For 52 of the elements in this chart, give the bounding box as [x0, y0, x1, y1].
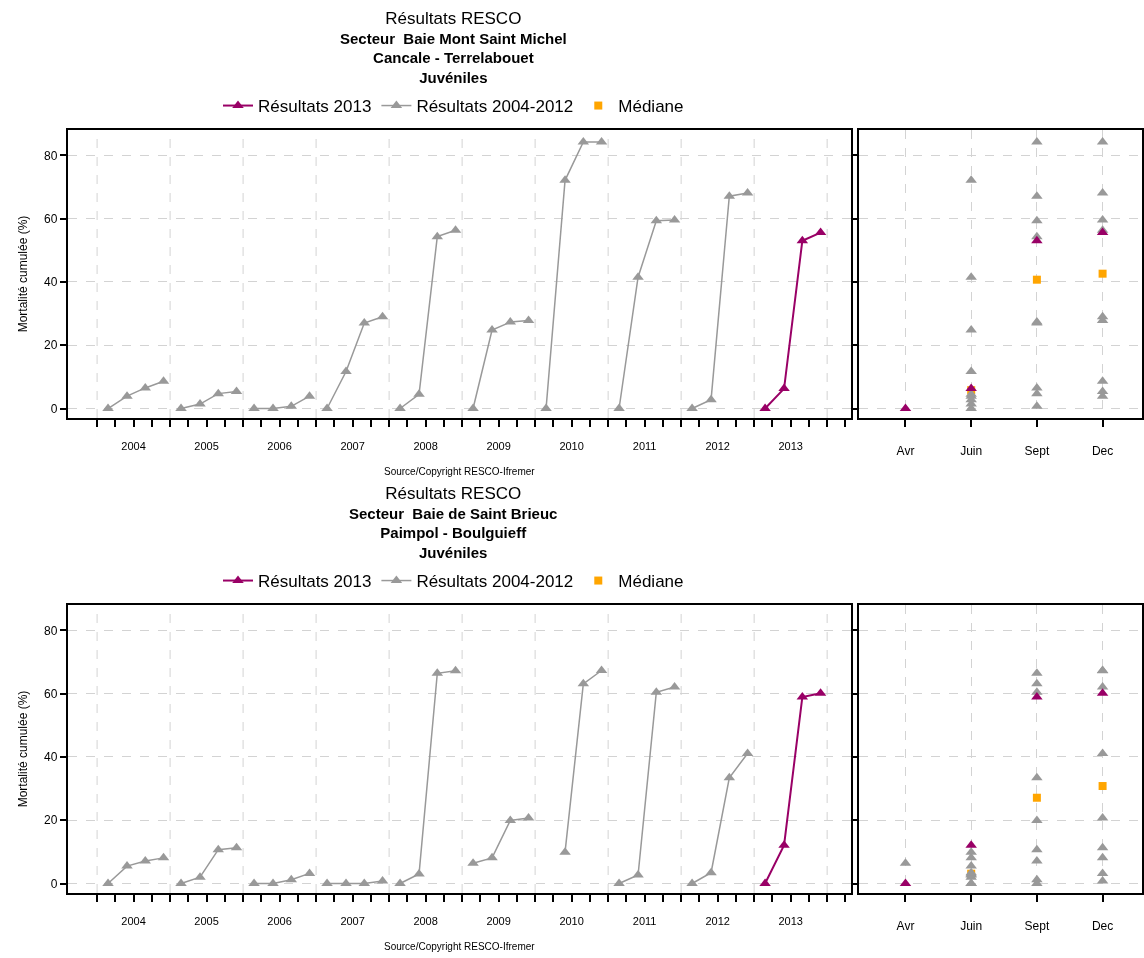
- legend-label: Résultats 2013: [257, 572, 372, 592]
- chart-subtitle: Secteur Baie Mont Saint Michel Cancale - Terrelabouet Juvéniles: [340, 29, 567, 86]
- x-tick-label: 2012: [705, 915, 730, 928]
- y-tick-label: 0: [50, 876, 58, 891]
- x-tick-label: 2009: [486, 915, 511, 928]
- legend-label: Résultats 2013: [257, 97, 372, 117]
- x-tick-label: 2006: [267, 915, 292, 928]
- y-tick-label: 60: [44, 686, 58, 701]
- x-tick-label: Dec: [1091, 444, 1114, 459]
- x-tick-label: 2007: [340, 915, 365, 928]
- y-tick-label: 80: [44, 148, 58, 163]
- legend-label: Résultats 2004-2012: [416, 97, 574, 117]
- x-tick-label: 2005: [194, 440, 219, 453]
- x-tick-label: Juin: [960, 444, 983, 459]
- y-tick-label: 60: [44, 211, 58, 226]
- y-tick-label: 80: [44, 623, 58, 638]
- legend-label: Médiane: [618, 572, 684, 592]
- x-tick-label: 2006: [267, 440, 292, 453]
- chart-title: Résultats RESCO: [385, 9, 522, 28]
- y-axis-title: Mortalité cumulée (%): [15, 215, 30, 333]
- legend-label: Médiane: [618, 97, 684, 117]
- x-tick-label: 2013: [778, 915, 803, 928]
- y-tick-label: 0: [50, 401, 58, 416]
- x-tick-label: 2008: [413, 915, 438, 928]
- x-tick-label: Juin: [960, 919, 983, 934]
- x-tick-label: 2010: [559, 915, 584, 928]
- y-tick-label: 40: [44, 275, 58, 290]
- chart-title: Résultats RESCO: [385, 484, 522, 503]
- x-tick-label: 2008: [413, 440, 438, 453]
- x-tick-label: Dec: [1091, 919, 1114, 934]
- source-note: Source/Copyright RESCO-Ifremer: [384, 466, 536, 477]
- x-tick-label: Avr: [896, 919, 915, 934]
- x-tick-label: 2007: [340, 440, 365, 453]
- y-axis-title: Mortalité cumulée (%): [15, 690, 30, 808]
- y-tick-label: 40: [44, 750, 58, 765]
- x-tick-label: 2010: [559, 440, 584, 453]
- x-tick-label: 2011: [632, 915, 657, 928]
- x-tick-label: 2013: [778, 440, 803, 453]
- x-tick-label: 2009: [486, 440, 511, 453]
- x-tick-label: 2004: [121, 440, 146, 453]
- y-tick-label: 20: [44, 338, 58, 353]
- y-tick-label: 20: [44, 813, 58, 828]
- x-tick-label: Avr: [896, 444, 915, 459]
- x-tick-label: Sept: [1024, 919, 1050, 934]
- x-tick-label: 2012: [705, 440, 730, 453]
- source-note: Source/Copyright RESCO-Ifremer: [384, 941, 536, 952]
- x-tick-label: 2011: [632, 440, 657, 453]
- x-tick-label: Sept: [1024, 444, 1050, 459]
- x-tick-label: 2005: [194, 915, 219, 928]
- x-tick-label: 2004: [121, 915, 146, 928]
- legend-label: Résultats 2004-2012: [416, 572, 574, 592]
- chart-subtitle: Secteur Baie de Saint Brieuc Paimpol - Boulguieff Juvéniles: [349, 504, 558, 561]
